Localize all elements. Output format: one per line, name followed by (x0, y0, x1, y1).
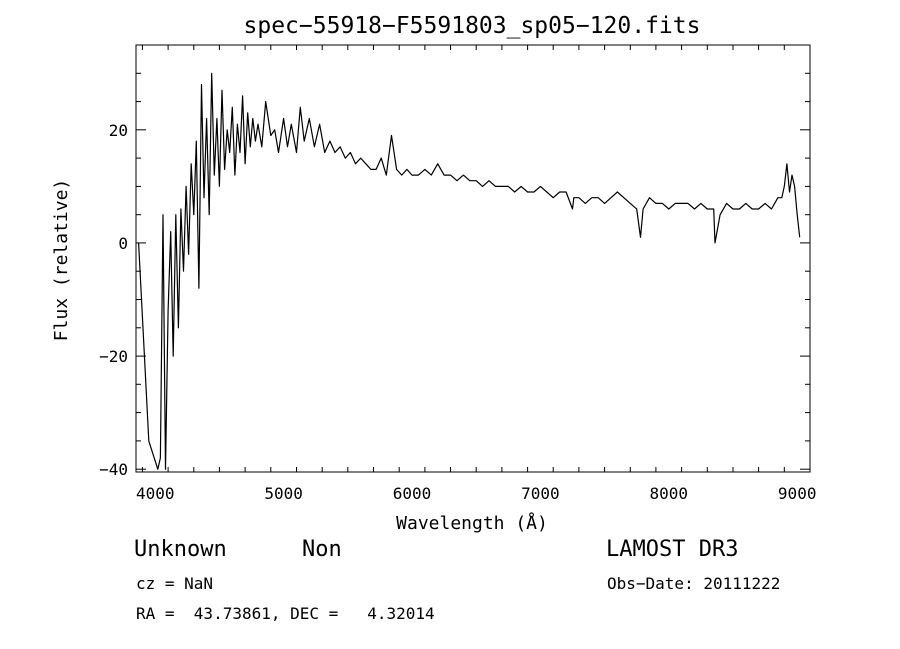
y-tick-label: −20 (99, 347, 128, 366)
x-axis-ticks (141, 45, 811, 472)
class-label: Unknown (134, 537, 227, 562)
coordinates: RA = 43.73861, DEC = 4.32014 (136, 604, 435, 623)
cz-value: cz = NaN (136, 574, 214, 593)
spectrum-line (138, 72, 801, 470)
x-axis-label: Wavelength (Å) (396, 512, 548, 534)
x-axis-tick-labels: 4000 5000 6000 7000 8000 9000 (136, 484, 816, 503)
chart-title: spec−55918−F5591803_sp05−120.fits (244, 13, 701, 39)
y-tick-label: 20 (109, 121, 128, 140)
y-axis-ticks (136, 44, 810, 470)
y-tick-label: −40 (99, 460, 128, 479)
plot-frame (135, 44, 811, 473)
y-axis-tick-labels: −40 −20 0 20 (99, 121, 128, 479)
x-tick-label: 6000 (393, 484, 432, 503)
x-tick-label: 7000 (521, 484, 560, 503)
subclass-label: Non (302, 537, 342, 562)
x-tick-label: 5000 (264, 484, 303, 503)
series-layer (138, 72, 801, 470)
x-tick-label: 8000 (650, 484, 689, 503)
survey-label: LAMOST DR3 (606, 537, 739, 562)
x-tick-label: 4000 (136, 484, 175, 503)
y-tick-label: 0 (118, 234, 128, 253)
obs-date: Obs−Date: 20111222 (607, 574, 781, 593)
y-axis-label: Flux (relative) (51, 179, 72, 342)
x-tick-label: 9000 (778, 484, 817, 503)
